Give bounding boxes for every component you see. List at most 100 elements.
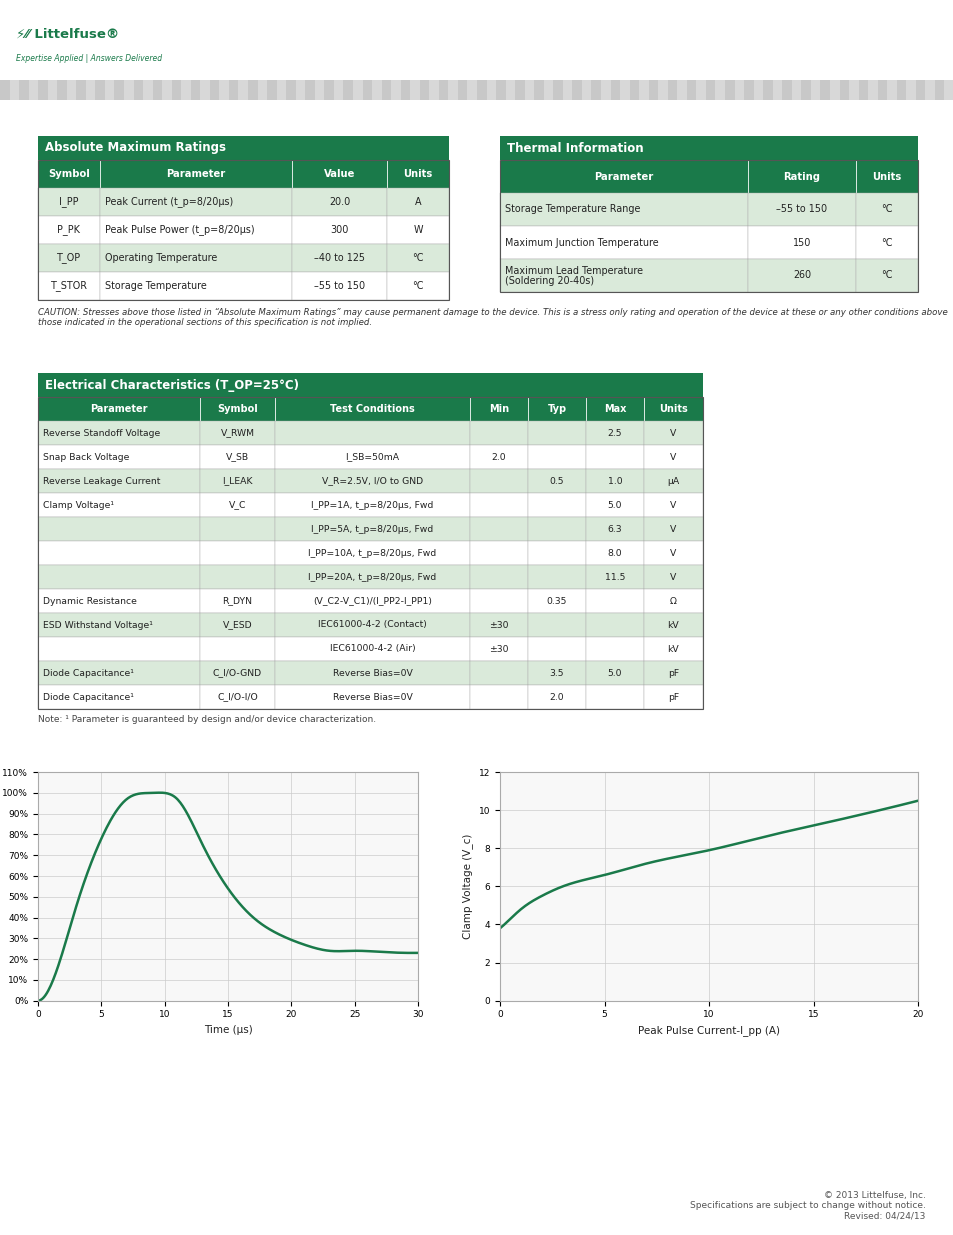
Text: °C: °C <box>881 205 892 215</box>
Bar <box>924 80 934 100</box>
Text: –55 to 150: –55 to 150 <box>314 282 365 291</box>
Text: Rating: Rating <box>782 172 820 182</box>
Bar <box>524 80 534 100</box>
Text: Maximum Lead Temperature: Maximum Lead Temperature <box>504 267 642 277</box>
Text: 2.0: 2.0 <box>549 693 564 701</box>
Text: –40 to 125: –40 to 125 <box>314 253 365 263</box>
Bar <box>585 613 643 637</box>
Text: A: A <box>415 198 421 207</box>
Text: Parameter: Parameter <box>91 404 148 414</box>
Bar <box>747 161 855 193</box>
Bar <box>219 80 229 100</box>
Text: Max: Max <box>603 404 625 414</box>
Bar <box>527 517 585 541</box>
Bar <box>585 685 643 709</box>
Bar <box>527 685 585 709</box>
Bar <box>610 80 619 100</box>
Bar <box>274 541 470 564</box>
Text: 5.0: 5.0 <box>607 668 621 678</box>
Text: V: V <box>670 573 676 582</box>
Text: IEC61000-4-2 (Air): IEC61000-4-2 (Air) <box>330 645 415 653</box>
Text: °C: °C <box>881 237 892 247</box>
Bar <box>470 469 527 493</box>
Bar <box>292 245 387 272</box>
Text: TVS Diode Arrays: TVS Diode Arrays <box>270 23 460 42</box>
Bar <box>934 80 943 100</box>
Bar <box>438 80 448 100</box>
Text: kV: kV <box>667 620 679 630</box>
Text: Clamp Voltage¹: Clamp Voltage¹ <box>43 500 113 510</box>
Bar <box>667 80 677 100</box>
Bar <box>38 421 200 445</box>
Bar <box>274 517 470 541</box>
Text: 5.0: 5.0 <box>607 500 621 510</box>
Bar <box>585 493 643 517</box>
Bar <box>470 421 527 445</box>
Text: C_I/O-I/O: C_I/O-I/O <box>217 693 257 701</box>
Text: T_OP: T_OP <box>57 252 81 263</box>
Bar <box>38 445 200 469</box>
Bar <box>753 80 762 100</box>
Bar <box>585 469 643 493</box>
Bar <box>581 80 591 100</box>
Bar <box>181 80 191 100</box>
Bar <box>292 272 387 300</box>
Bar <box>238 80 248 100</box>
Bar <box>743 80 753 100</box>
Text: Peak Pulse Power (t_p=8/20μs): Peak Pulse Power (t_p=8/20μs) <box>105 225 254 236</box>
Text: V: V <box>670 452 676 462</box>
Bar <box>100 188 292 216</box>
Bar <box>855 259 917 291</box>
Text: (SPA® Diodes): (SPA® Diodes) <box>417 23 536 38</box>
Bar <box>200 661 274 685</box>
Bar <box>38 216 100 245</box>
Bar <box>677 80 686 100</box>
Bar <box>314 80 324 100</box>
Bar <box>38 613 200 637</box>
Bar <box>747 193 855 226</box>
Bar <box>527 541 585 564</box>
Bar <box>95 80 105 100</box>
Bar <box>553 80 562 100</box>
Bar <box>470 661 527 685</box>
Bar <box>86 80 95 100</box>
Bar <box>572 80 581 100</box>
Bar <box>470 564 527 589</box>
Bar <box>100 245 292 272</box>
Text: Units: Units <box>871 172 901 182</box>
Bar <box>292 188 387 216</box>
Bar <box>305 80 314 100</box>
Text: Parameter: Parameter <box>166 169 226 179</box>
Text: ESD Withstand Voltage¹: ESD Withstand Voltage¹ <box>43 620 152 630</box>
Text: 2.0: 2.0 <box>491 452 506 462</box>
Y-axis label: Clamp Voltage (V_c): Clamp Voltage (V_c) <box>462 834 473 939</box>
Text: (Soldering 20-40s): (Soldering 20-40s) <box>504 277 594 287</box>
Bar <box>210 80 219 100</box>
Bar <box>527 564 585 589</box>
Bar <box>362 80 372 100</box>
Bar <box>391 80 400 100</box>
Bar <box>38 272 100 300</box>
Text: Min: Min <box>489 404 509 414</box>
Bar <box>915 80 924 100</box>
Bar <box>286 80 295 100</box>
Bar <box>200 637 274 661</box>
Bar <box>470 637 527 661</box>
Bar <box>527 613 585 637</box>
Text: 2.5: 2.5 <box>607 429 621 437</box>
Bar <box>29 80 38 100</box>
Bar <box>619 80 629 100</box>
Bar <box>457 80 467 100</box>
Text: W: W <box>413 225 422 235</box>
Text: ±30: ±30 <box>489 620 508 630</box>
Bar <box>387 161 449 188</box>
Bar <box>200 421 274 445</box>
Text: 6.3: 6.3 <box>607 525 621 534</box>
Text: μA: μA <box>667 477 679 485</box>
Bar <box>470 613 527 637</box>
Text: –55 to 150: –55 to 150 <box>776 205 826 215</box>
Text: Diode Capacitance¹: Diode Capacitance¹ <box>43 693 133 701</box>
Bar <box>470 493 527 517</box>
Text: © 2013 Littelfuse, Inc.
Specifications are subject to change without notice.
Rev: © 2013 Littelfuse, Inc. Specifications a… <box>689 1191 924 1220</box>
Text: V_SB: V_SB <box>226 452 249 462</box>
